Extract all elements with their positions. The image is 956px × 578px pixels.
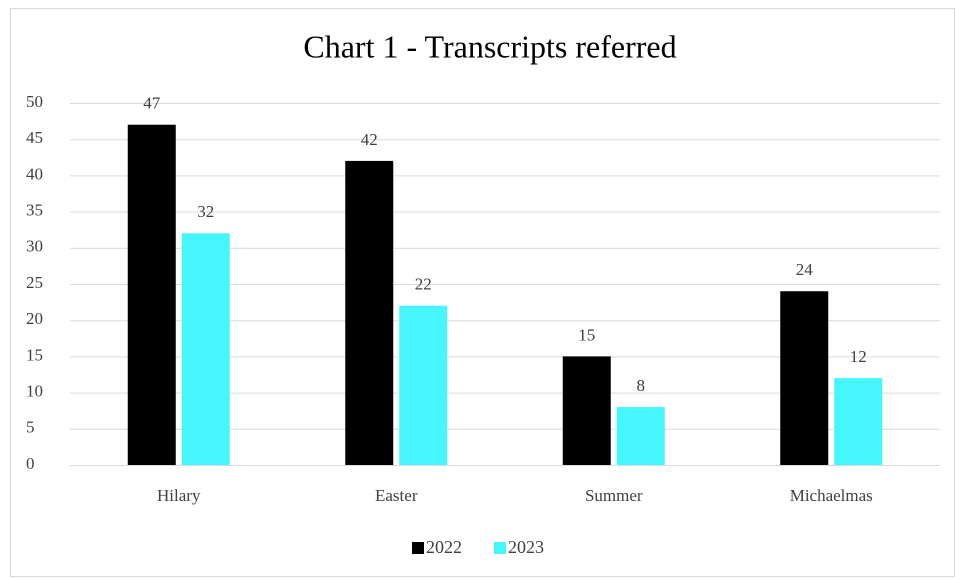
value-label: 24 — [796, 260, 814, 279]
x-tick-label: Easter — [375, 486, 418, 505]
y-tick-label: 50 — [26, 92, 43, 111]
bar — [345, 160, 394, 466]
chart-title: Chart 1 - Transcripts referred — [303, 28, 676, 64]
value-label: 32 — [197, 202, 214, 221]
y-tick-label: 45 — [26, 128, 43, 147]
legend-label: 2022 — [426, 537, 462, 557]
bar — [562, 356, 611, 465]
bar — [127, 124, 176, 465]
bar — [181, 233, 230, 465]
legend-swatch — [494, 542, 506, 554]
value-label: 22 — [415, 275, 432, 294]
y-tick-label: 25 — [26, 273, 43, 292]
y-tick-label: 15 — [26, 345, 43, 364]
bar — [616, 407, 665, 465]
legend-swatch — [412, 542, 424, 554]
legend-label: 2023 — [508, 537, 544, 557]
y-tick-label: 35 — [26, 201, 43, 220]
y-tick-label: 5 — [26, 418, 35, 437]
y-tick-label: 0 — [26, 454, 35, 473]
y-tick-label: 20 — [26, 309, 43, 328]
bar — [834, 378, 883, 465]
x-tick-label: Michaelmas — [790, 486, 873, 505]
value-label: 12 — [850, 347, 867, 366]
y-tick-label: 10 — [26, 382, 43, 401]
y-tick-label: 30 — [26, 237, 43, 256]
y-tick-label: 40 — [26, 164, 43, 183]
value-label: 47 — [143, 94, 161, 113]
value-label: 15 — [578, 325, 595, 344]
value-label: 8 — [637, 376, 646, 395]
x-tick-label: Hilary — [157, 486, 201, 505]
bar — [399, 305, 448, 465]
x-tick-label: Summer — [585, 486, 643, 505]
value-label: 42 — [361, 130, 378, 149]
bar — [780, 291, 829, 465]
